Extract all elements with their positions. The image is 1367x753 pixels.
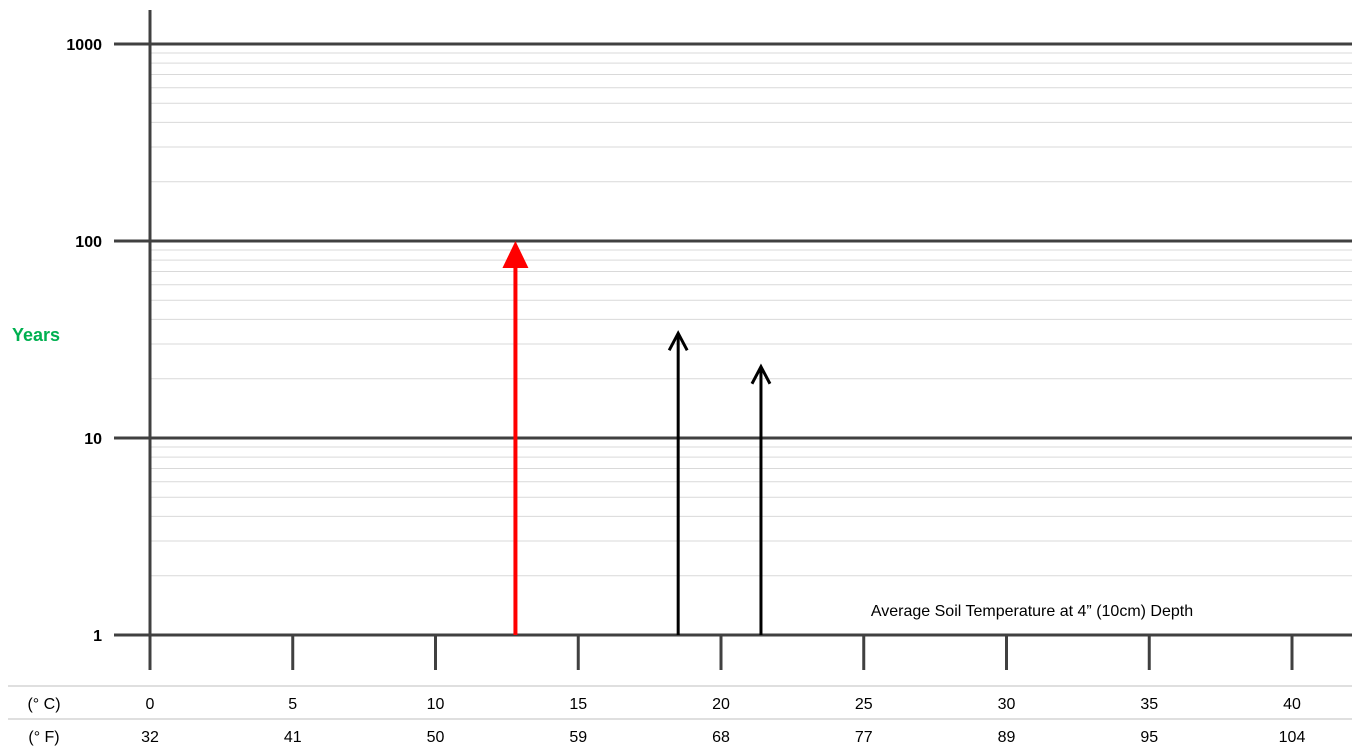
- y-axis-label: Years: [12, 325, 60, 345]
- arrow-head: [667, 330, 689, 352]
- celsius-row-label: (° C): [27, 696, 60, 713]
- x-tick-label-celsius: 5: [288, 696, 297, 713]
- x-tick-label-fahrenheit: 59: [569, 729, 587, 746]
- x-tick-label-fahrenheit: 89: [998, 729, 1016, 746]
- x-tick-label-fahrenheit: 50: [427, 729, 445, 746]
- chart-annotation: Average Soil Temperature at 4” (10cm) De…: [871, 603, 1193, 620]
- arrow-head: [502, 241, 529, 268]
- x-tick-label-fahrenheit: 77: [855, 729, 873, 746]
- y-tick-label: 1000: [66, 37, 102, 54]
- x-tick-label-celsius: 10: [427, 696, 445, 713]
- x-tick-label-celsius: 35: [1140, 696, 1158, 713]
- x-tick-label-fahrenheit: 68: [712, 729, 730, 746]
- arrow-head: [750, 363, 772, 385]
- x-tick-label-fahrenheit: 32: [141, 729, 159, 746]
- data-arrow: [502, 241, 529, 635]
- x-tick-label-fahrenheit: 41: [284, 729, 302, 746]
- x-tick-label-celsius: 30: [998, 696, 1016, 713]
- x-tick-label-celsius: 40: [1283, 696, 1301, 713]
- x-tick-label-celsius: 25: [855, 696, 873, 713]
- x-tick-label-celsius: 0: [146, 696, 155, 713]
- y-tick-label: 1: [93, 628, 102, 645]
- fahrenheit-row-label: (° F): [28, 729, 59, 746]
- y-tick-label: 100: [75, 234, 102, 251]
- minor-gridlines: [150, 52, 1352, 577]
- x-tick-label-celsius: 20: [712, 696, 730, 713]
- y-tick-label: 10: [84, 431, 102, 448]
- major-gridlines: [114, 42, 1352, 637]
- temperature-table: (° C) (° F) 0 32 5 41 10 50 15 59 20 68 25 77 30 89 35 95…: [8, 685, 1352, 746]
- data-arrow: [750, 363, 772, 635]
- x-tick-label-fahrenheit: 104: [1279, 729, 1306, 746]
- data-arrow: [667, 330, 689, 635]
- x-tick-label-fahrenheit: 95: [1140, 729, 1158, 746]
- data-arrows: [502, 241, 772, 635]
- y-tick-labels: 1 10 100 1000: [66, 37, 102, 645]
- x-tick-label-celsius: 15: [569, 696, 587, 713]
- x-ticks: [148, 635, 1294, 670]
